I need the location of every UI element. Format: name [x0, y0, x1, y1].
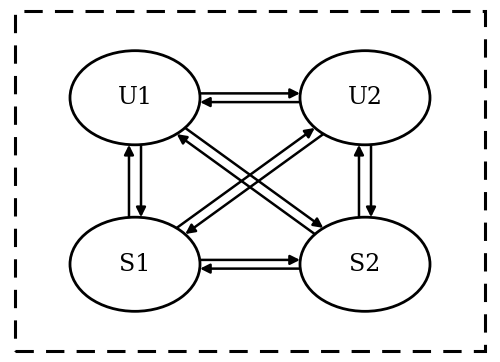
Circle shape [70, 51, 200, 145]
FancyArrowPatch shape [179, 136, 315, 234]
FancyArrowPatch shape [200, 256, 297, 264]
FancyArrowPatch shape [125, 148, 133, 217]
FancyArrowPatch shape [176, 130, 312, 228]
FancyArrowPatch shape [185, 128, 321, 226]
FancyArrowPatch shape [203, 265, 300, 273]
Text: S1: S1 [120, 253, 150, 276]
Text: U1: U1 [118, 86, 152, 109]
Circle shape [70, 217, 200, 311]
FancyArrowPatch shape [367, 145, 375, 214]
FancyArrowPatch shape [200, 89, 297, 97]
Circle shape [300, 51, 430, 145]
Text: U2: U2 [348, 86, 382, 109]
FancyArrowPatch shape [188, 134, 324, 232]
Circle shape [300, 217, 430, 311]
FancyArrowPatch shape [203, 98, 300, 106]
Text: S2: S2 [350, 253, 380, 276]
FancyArrowPatch shape [137, 145, 145, 214]
FancyArrowPatch shape [355, 148, 363, 217]
